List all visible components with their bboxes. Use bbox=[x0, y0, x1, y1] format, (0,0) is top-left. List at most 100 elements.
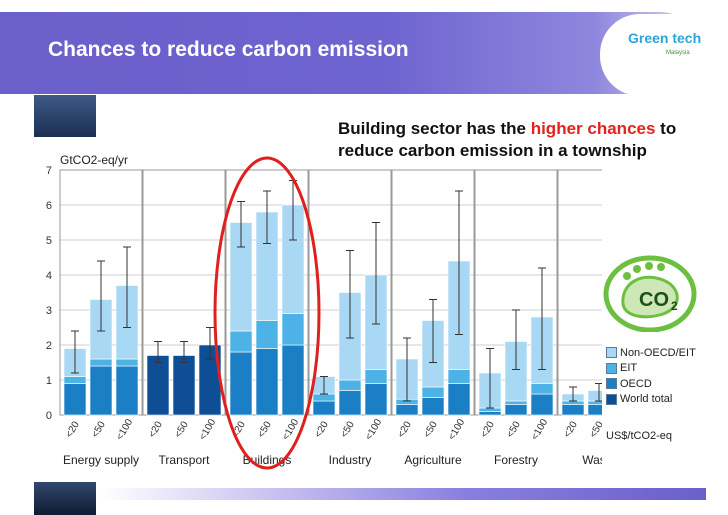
caption-highlight-higher: higher bbox=[530, 119, 583, 138]
legend-item-eit: EIT bbox=[606, 361, 696, 377]
bar-segment bbox=[447, 369, 471, 384]
legend-item-oecd: OECD bbox=[606, 376, 696, 392]
bar-segment bbox=[172, 355, 196, 416]
bar-segment bbox=[530, 383, 554, 395]
caption-part3: to reduce carbon emission in a township bbox=[338, 119, 677, 160]
bar-segment bbox=[255, 320, 279, 349]
group-label: Agriculture bbox=[404, 453, 462, 467]
legend-item-world-total: World total bbox=[606, 392, 696, 408]
legend-item-non-oecd: Non-OECD/EIT bbox=[606, 345, 696, 361]
group-frame bbox=[557, 169, 602, 416]
x-tick-label: <50 bbox=[90, 419, 108, 440]
x-tick-label: <20 bbox=[64, 419, 82, 440]
bar-segment bbox=[421, 397, 445, 416]
bar-segment bbox=[364, 369, 388, 384]
bar-segment bbox=[229, 351, 253, 416]
legend-label-oecd: OECD bbox=[620, 377, 652, 390]
bar-segment bbox=[281, 313, 305, 346]
unit-label: US$/tCO2-eq bbox=[606, 430, 673, 442]
legend-label-world-total: World total bbox=[620, 393, 673, 406]
carbon-mitigation-chart: GtCO2-eq/yr 0 1 2 3 4 5 6 7 <20 <50 <100 Energy supp… bbox=[46, 153, 602, 470]
group-label: Industry bbox=[329, 453, 372, 467]
group-label: Forestry bbox=[494, 453, 538, 467]
legend-swatch-non-oecd bbox=[606, 347, 617, 359]
logo bbox=[600, 14, 718, 96]
bar-segment bbox=[115, 358, 139, 367]
x-tick-label: <20 bbox=[479, 419, 497, 440]
y-tick-label: 7 bbox=[46, 165, 52, 177]
bar-segment bbox=[504, 404, 528, 416]
logo-text: Green tech bbox=[628, 30, 702, 46]
caption-highlight-chances: chances bbox=[587, 119, 656, 138]
legend-label-eit: EIT bbox=[620, 362, 638, 375]
logo-subtitle: Malaysia bbox=[666, 50, 690, 56]
y-tick-label: 3 bbox=[46, 305, 52, 317]
bar-segment bbox=[421, 386, 445, 398]
bar-segment bbox=[478, 407, 502, 412]
bar-segment bbox=[530, 393, 554, 416]
bar-segment bbox=[229, 330, 253, 353]
bar-segment bbox=[395, 404, 419, 416]
x-tick-label: <50 bbox=[588, 419, 602, 440]
bar-segment bbox=[89, 365, 113, 416]
y-tick-label: 6 bbox=[46, 200, 52, 212]
legend-swatch-world-total bbox=[606, 393, 617, 405]
bar-segment bbox=[338, 379, 362, 391]
bar-segment bbox=[63, 383, 87, 416]
y-tick-label: 5 bbox=[46, 235, 52, 247]
chart-legend: Non-OECD/EIT EIT OECD World total bbox=[606, 345, 696, 407]
x-tick-label: <100 bbox=[114, 417, 135, 442]
bar-segment bbox=[364, 383, 388, 416]
bar-segment bbox=[255, 348, 279, 416]
caption-part1: Building sector has the bbox=[338, 119, 531, 138]
bar-segment bbox=[63, 376, 87, 384]
x-tick-label: <100 bbox=[446, 417, 467, 442]
bar-segment bbox=[587, 390, 602, 402]
x-tick-label: <20 bbox=[562, 419, 580, 440]
x-tick-label: <100 bbox=[197, 417, 218, 442]
bar-segment bbox=[587, 404, 602, 416]
co2-footprint-icon: CO 2 bbox=[603, 255, 697, 332]
x-tick-label: <50 bbox=[505, 419, 523, 440]
legend-label-non-oecd: Non-OECD/EIT bbox=[620, 346, 696, 359]
bar-segment bbox=[504, 400, 528, 405]
slide-title: Chances to reduce carbon emission bbox=[48, 38, 409, 61]
x-tick-label: <20 bbox=[396, 419, 414, 440]
group-label: Transport bbox=[159, 453, 211, 467]
bar-segment bbox=[561, 400, 585, 405]
bar-segment bbox=[478, 411, 502, 416]
bar-segment bbox=[447, 383, 471, 416]
title-bar bbox=[0, 12, 700, 94]
y-tick-label: 0 bbox=[46, 410, 52, 422]
legend-swatch-eit bbox=[606, 362, 617, 374]
x-tick-label: <20 bbox=[147, 419, 165, 440]
x-tick-label: <50 bbox=[339, 419, 357, 440]
x-tick-label: <50 bbox=[256, 419, 274, 440]
bar-segment bbox=[561, 404, 585, 416]
x-tick-label: <50 bbox=[422, 419, 440, 440]
footer-photo bbox=[34, 482, 96, 515]
bar-segment bbox=[115, 365, 139, 416]
highlight-ellipse bbox=[213, 156, 321, 470]
y-axis-label: GtCO2-eq/yr bbox=[60, 153, 128, 167]
x-tick-label: <50 bbox=[173, 419, 191, 440]
y-tick-label: 1 bbox=[46, 375, 52, 387]
y-tick-label: 2 bbox=[46, 340, 52, 352]
bar-segment bbox=[338, 390, 362, 416]
footer-bar bbox=[100, 488, 706, 500]
svg-text:CO: CO bbox=[639, 289, 669, 311]
legend-swatch-oecd bbox=[606, 378, 617, 390]
y-tick-label: 4 bbox=[46, 270, 52, 282]
bar-segment bbox=[312, 400, 336, 416]
bar-segment bbox=[281, 344, 305, 416]
group-label: Energy supply bbox=[63, 453, 139, 467]
caption: Building sector has the higher chances t… bbox=[338, 118, 698, 162]
header-photo bbox=[34, 95, 96, 137]
bar-segment bbox=[89, 358, 113, 367]
bar-segment bbox=[312, 393, 336, 402]
svg-text:2: 2 bbox=[671, 299, 678, 313]
x-tick-label: <20 bbox=[313, 419, 331, 440]
x-tick-label: <100 bbox=[363, 417, 384, 442]
bar-segment bbox=[146, 355, 170, 416]
x-tick-label: <100 bbox=[529, 417, 550, 442]
